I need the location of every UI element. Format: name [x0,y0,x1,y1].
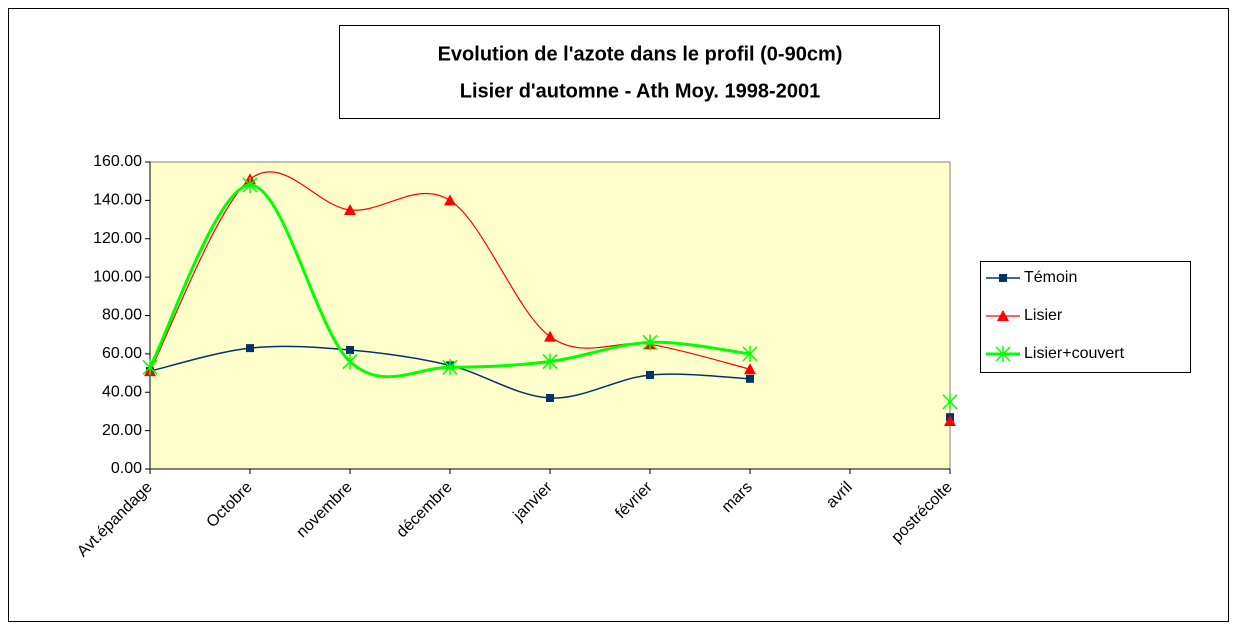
legend-label: Témoin [1024,269,1077,286]
marker [544,330,556,342]
marker [944,415,956,427]
marker [999,274,1007,282]
y-tick-label: 20.00 [102,422,142,439]
marker [942,393,958,410]
marker [442,359,458,376]
marker [444,194,456,206]
y-tick-label: 80.00 [102,307,142,324]
series-line [148,183,751,379]
marker [995,346,1011,362]
y-tick-label: 140.00 [93,192,142,209]
legend-label: Lisier [1024,307,1063,324]
marker [642,334,658,351]
marker [344,203,356,215]
legend-label: Lisier+couvert [1024,345,1125,362]
marker [646,370,654,379]
marker [242,177,258,194]
plot-area [149,161,951,470]
marker [142,359,158,376]
marker [746,374,754,383]
chart-subtitle: Lisier d'automne - Ath Moy. 1998-2001 [460,80,820,102]
marker [744,363,756,375]
marker [346,346,354,355]
y-tick-label: 0.00 [111,460,142,477]
y-tick-label: 120.00 [93,230,142,247]
marker [246,344,254,353]
y-tick-label: 160.00 [93,153,142,170]
title-box [339,25,940,119]
marker [342,353,358,370]
chart-title: Evolution de l'azote dans le profil (0-9… [438,43,843,65]
marker [997,310,1009,321]
y-tick-label: 100.00 [93,268,142,285]
y-tick-label: 40.00 [102,383,142,400]
y-tick-label: 60.00 [102,345,142,362]
marker [542,353,558,370]
marker [546,394,554,403]
marker [742,345,758,362]
